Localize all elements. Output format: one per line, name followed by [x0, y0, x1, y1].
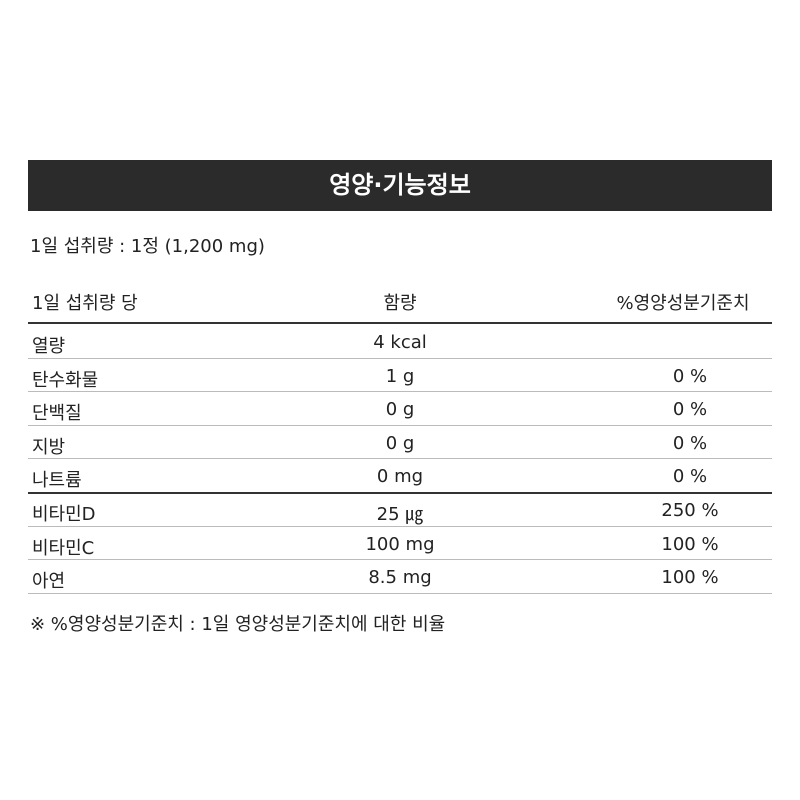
row-amount: 8.5 mg	[368, 567, 432, 589]
header-rule	[28, 322, 772, 324]
title: 영양·기능정보	[329, 171, 471, 199]
row-amount: 4 kcal	[373, 332, 427, 353]
row-percent: 0 %	[672, 466, 708, 488]
row-name: 아연	[32, 571, 66, 593]
row-rule	[28, 525, 772, 527]
row-rule	[28, 592, 772, 594]
row-percent: 250 %	[661, 500, 719, 521]
row-amount: 1 g	[385, 365, 415, 387]
row-amount: 0 g	[385, 399, 415, 421]
row-name: 지방	[32, 436, 66, 458]
row-amount: 25 ㎍	[376, 504, 424, 525]
row-name: 탄수화물	[32, 369, 99, 391]
row-percent: 0 %	[672, 399, 708, 421]
col-header: %영양성분기준치	[616, 293, 750, 314]
title-bar	[28, 160, 772, 211]
row-amount: 100 mg	[365, 533, 435, 555]
col-header: 1일 섭취량 당	[32, 293, 138, 314]
row-percent: 0 %	[672, 432, 708, 454]
row-name: 비타민D	[32, 504, 96, 525]
row-rule	[28, 424, 772, 426]
footnote: ※ %영양성분기준치 : 1일 영양성분기준치에 대한 비율	[30, 614, 446, 635]
row-percent: 0 %	[672, 365, 708, 387]
row-amount: 0 g	[385, 432, 415, 454]
row-name: 열량	[32, 336, 66, 357]
row-name: 나트륨	[32, 470, 82, 492]
row-rule	[28, 492, 772, 494]
row-rule	[28, 357, 772, 359]
row-percent: 100 %	[661, 567, 719, 589]
row-name: 비타민C	[32, 537, 95, 559]
row-percent: 100 %	[661, 533, 719, 555]
row-rule	[28, 559, 772, 561]
row-rule	[28, 458, 772, 460]
row-name: 단백질	[32, 403, 82, 425]
serving: 1일 섭취량 : 1정 (1,200 mg)	[30, 236, 265, 257]
row-amount: 0 mg	[376, 466, 424, 488]
col-header: 함량	[383, 293, 417, 314]
row-rule	[28, 391, 772, 393]
